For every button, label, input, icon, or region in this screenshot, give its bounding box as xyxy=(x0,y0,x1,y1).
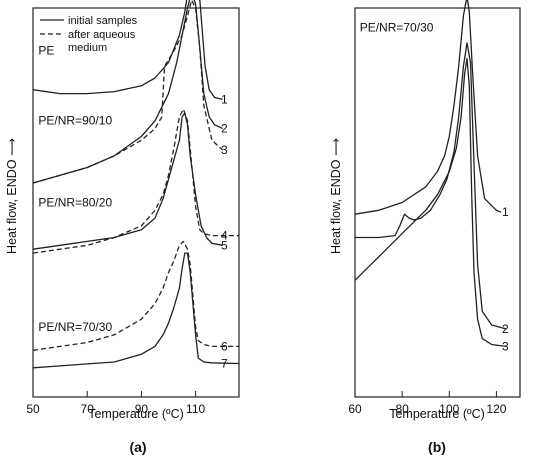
panel-b-curve-1 xyxy=(354,0,502,215)
panel-a: 50 70 90 110 1 2 3 45 6 7 PE PE/NR=90/10 PE/NR=80/… xyxy=(5,0,240,455)
panel-b-label: (b) xyxy=(428,439,446,455)
panel-a-sample-annotation: PE/NR=90/10 xyxy=(38,114,112,128)
panel-b-tick-label: 80 xyxy=(395,402,409,416)
panel-b-sample-annotation: PE/NR=70/30 xyxy=(360,20,434,34)
panel-a-sample-annotation: PE xyxy=(38,44,54,58)
panel-a-curve-label-4: 4 xyxy=(221,229,228,243)
panel-b-x-axis-label: Temperature (ºC) xyxy=(389,407,485,421)
panel-a-frame xyxy=(32,7,240,398)
panel-a-tick-label: 110 xyxy=(186,402,205,416)
panel-b-curves xyxy=(354,0,507,348)
panel-b-curve-label-1: 1 xyxy=(502,205,509,219)
panel-a-x-ticks: 50 70 90 110 xyxy=(26,391,206,416)
panel-b-curve-2 xyxy=(355,42,507,330)
panel-b-tick-label: 100 xyxy=(439,402,459,416)
legend-label-initial: initial samples xyxy=(68,15,138,27)
panel-b-curve-label-2: 2 xyxy=(502,322,509,336)
panel-a-curve-labels: 1 2 3 45 6 7 xyxy=(221,92,228,370)
panel-a-curve-label-2: 2 xyxy=(221,122,228,136)
legend: initial samples after aqueous medium xyxy=(40,15,138,54)
panel-a-sample-annotation: PE/NR=70/30 xyxy=(38,320,112,334)
panel-b-curve-3 xyxy=(354,57,506,348)
panel-b-y-axis-label-text: Heat flow, ENDO xyxy=(329,159,343,254)
panel-a-y-axis-label: Heat flow, ENDO ⟶ xyxy=(5,138,19,254)
panel-a-curve-6 xyxy=(32,240,239,351)
panel-a-curve-label-5: 5 xyxy=(221,238,228,252)
panel-a-curve-2 xyxy=(32,0,223,184)
panel-b: 60 80 100 120 1 2 3 PE/NR=70/30 Heat flow, EN… xyxy=(329,0,521,455)
panel-b-tick-label: 60 xyxy=(348,402,362,416)
panel-b-curve-label-3: 3 xyxy=(502,339,509,353)
panel-a-curve-label-7: 7 xyxy=(221,357,228,371)
panel-a-curve-1 xyxy=(32,0,223,101)
panel-a-annotations: PE PE/NR=90/10 PE/NR=80/20 PE/NR=70/30 xyxy=(38,44,112,334)
legend-label-after-aqueous: after aqueous medium xyxy=(68,29,136,54)
panel-a-tick-label: 70 xyxy=(81,402,95,416)
panel-b-frame xyxy=(354,7,521,398)
panel-b-curve-labels: 1 2 3 xyxy=(502,205,509,353)
legend-label-line: medium xyxy=(68,42,107,54)
panel-a-curve-3 xyxy=(32,0,224,184)
panel-a-curve-5 xyxy=(32,112,223,250)
panel-a-label: (a) xyxy=(129,439,146,455)
panel-b-y-axis-label: Heat flow, ENDO ⟶ xyxy=(329,138,343,254)
panel-b-annotations: PE/NR=70/30 xyxy=(360,20,434,34)
panel-b-tick-label: 120 xyxy=(486,402,506,416)
panel-a-x-axis-label: Temperature (ºC) xyxy=(88,407,184,421)
panel-a-sample-annotation: PE/NR=80/20 xyxy=(38,195,112,209)
panel-a-curves xyxy=(32,0,240,369)
panel-a-tick-label: 50 xyxy=(26,402,40,416)
panel-b-x-ticks: 60 80 100 120 xyxy=(348,391,507,416)
legend-label-line: after aqueous xyxy=(68,29,136,41)
panel-a-curve-label-1: 1 xyxy=(221,92,228,106)
panel-a-tick-label: 90 xyxy=(135,402,149,416)
panel-a-curve-label-3: 3 xyxy=(221,143,228,157)
panel-a-curve-7 xyxy=(32,252,240,369)
panel-a-curve-label-6: 6 xyxy=(221,339,228,353)
panel-a-y-axis-label-text: Heat flow, ENDO xyxy=(5,159,19,254)
